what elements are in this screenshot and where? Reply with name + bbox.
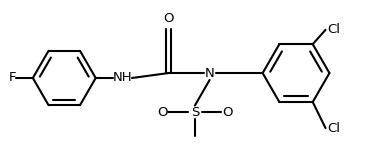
Text: N: N (205, 67, 214, 80)
Text: O: O (222, 106, 232, 119)
Text: O: O (163, 12, 174, 25)
Text: NH: NH (112, 71, 132, 84)
Text: F: F (8, 71, 16, 84)
Text: Cl: Cl (327, 23, 341, 36)
Text: O: O (157, 106, 168, 119)
Text: Cl: Cl (327, 122, 341, 135)
Text: S: S (191, 106, 199, 119)
